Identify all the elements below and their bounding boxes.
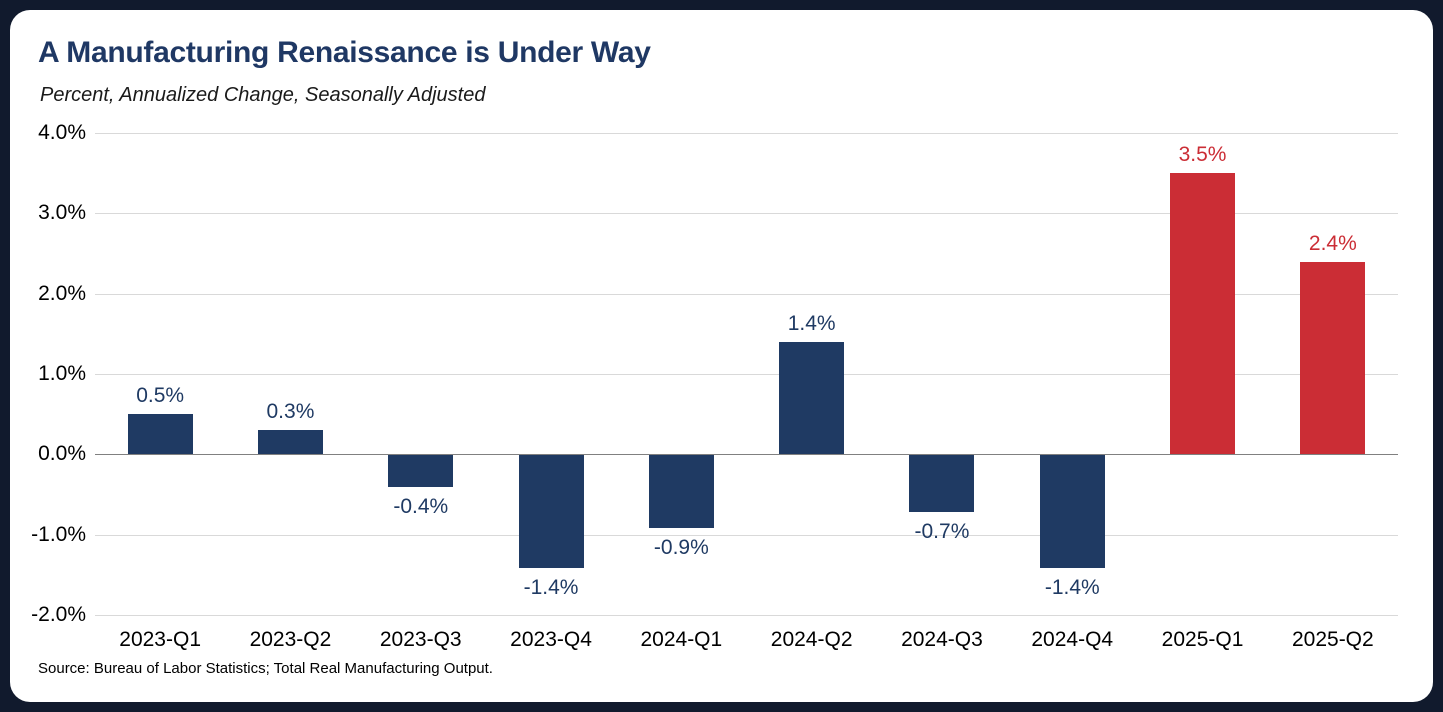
- bar-value-label: -0.9%: [653, 535, 709, 559]
- bar-value-label: 2.4%: [1308, 231, 1357, 255]
- y-tick-label: 1.0%: [38, 362, 86, 385]
- y-tick-label: -2.0%: [31, 603, 86, 626]
- bar-value-label: 1.4%: [787, 311, 836, 335]
- gridline: [95, 133, 1398, 134]
- x-tick-label: 2024-Q2: [770, 628, 853, 651]
- chart-card: A Manufacturing Renaissance is Under Way…: [10, 10, 1433, 702]
- x-tick-label: 2023-Q2: [249, 628, 332, 651]
- bar-value-label: -0.7%: [914, 519, 970, 543]
- chart-subtitle: Percent, Annualized Change, Seasonally A…: [40, 84, 486, 106]
- x-tick-label: 2024-Q3: [901, 628, 983, 651]
- x-tick-label: 2024-Q4: [1031, 628, 1114, 651]
- bar-value-label: -1.4%: [523, 575, 579, 599]
- y-tick-label: -1.0%: [31, 522, 86, 546]
- bar-value-label: 3.5%: [1178, 143, 1227, 167]
- bar-2024-Q2: [779, 341, 845, 455]
- gridline: [95, 293, 1398, 295]
- plot-area: 0.5% 2023-Q1 0.3% 2023-Q2 -0.4% 2023-Q3 -1.4% 2…: [95, 133, 1398, 651]
- x-tick-label: 2025-Q2: [1291, 628, 1374, 651]
- bar-2025-Q1: [1170, 173, 1236, 455]
- bar-2023-Q1: [127, 414, 193, 455]
- chart-title: A Manufacturing Renaissance is Under Way: [38, 36, 651, 69]
- bar-2023-Q4: [518, 455, 584, 568]
- bar-2025-Q2: [1300, 261, 1366, 455]
- bar-value-label: 0.5%: [136, 384, 185, 408]
- x-tick-label: 2024-Q1: [640, 628, 723, 651]
- y-axis-tick-labels: 4.0% 3.0% 2.0% 1.0% 0.0% -1.0% -2.0%: [18, 121, 86, 626]
- gridline: [95, 534, 1398, 536]
- source-note: Source: Bureau of Labor Statistics; Tota…: [38, 660, 493, 677]
- bar-2023-Q2: [257, 430, 323, 455]
- x-tick-label: 2023-Q1: [119, 628, 202, 651]
- zero-line: [95, 454, 1398, 456]
- bar-2024-Q4: [1039, 455, 1105, 568]
- x-tick-label: 2023-Q4: [510, 628, 592, 651]
- y-tick-label: 2.0%: [38, 281, 86, 305]
- x-tick-label: 2025-Q1: [1161, 628, 1244, 651]
- bar-value-label: -1.4%: [1044, 575, 1100, 599]
- bar-value-label: 0.3%: [266, 400, 315, 424]
- y-tick-label: 0.0%: [38, 442, 86, 466]
- y-tick-label: 4.0%: [38, 121, 86, 144]
- gridline: [95, 213, 1398, 215]
- bar-2024-Q1: [648, 455, 714, 528]
- x-tick-label: 2023-Q3: [379, 628, 462, 651]
- bar-2023-Q3: [388, 455, 454, 488]
- gridline: [95, 374, 1398, 375]
- y-tick-label: 3.0%: [38, 201, 86, 225]
- bar-2024-Q3: [909, 455, 975, 512]
- bar-value-label: -0.4%: [393, 495, 449, 519]
- gridline: [95, 615, 1398, 616]
